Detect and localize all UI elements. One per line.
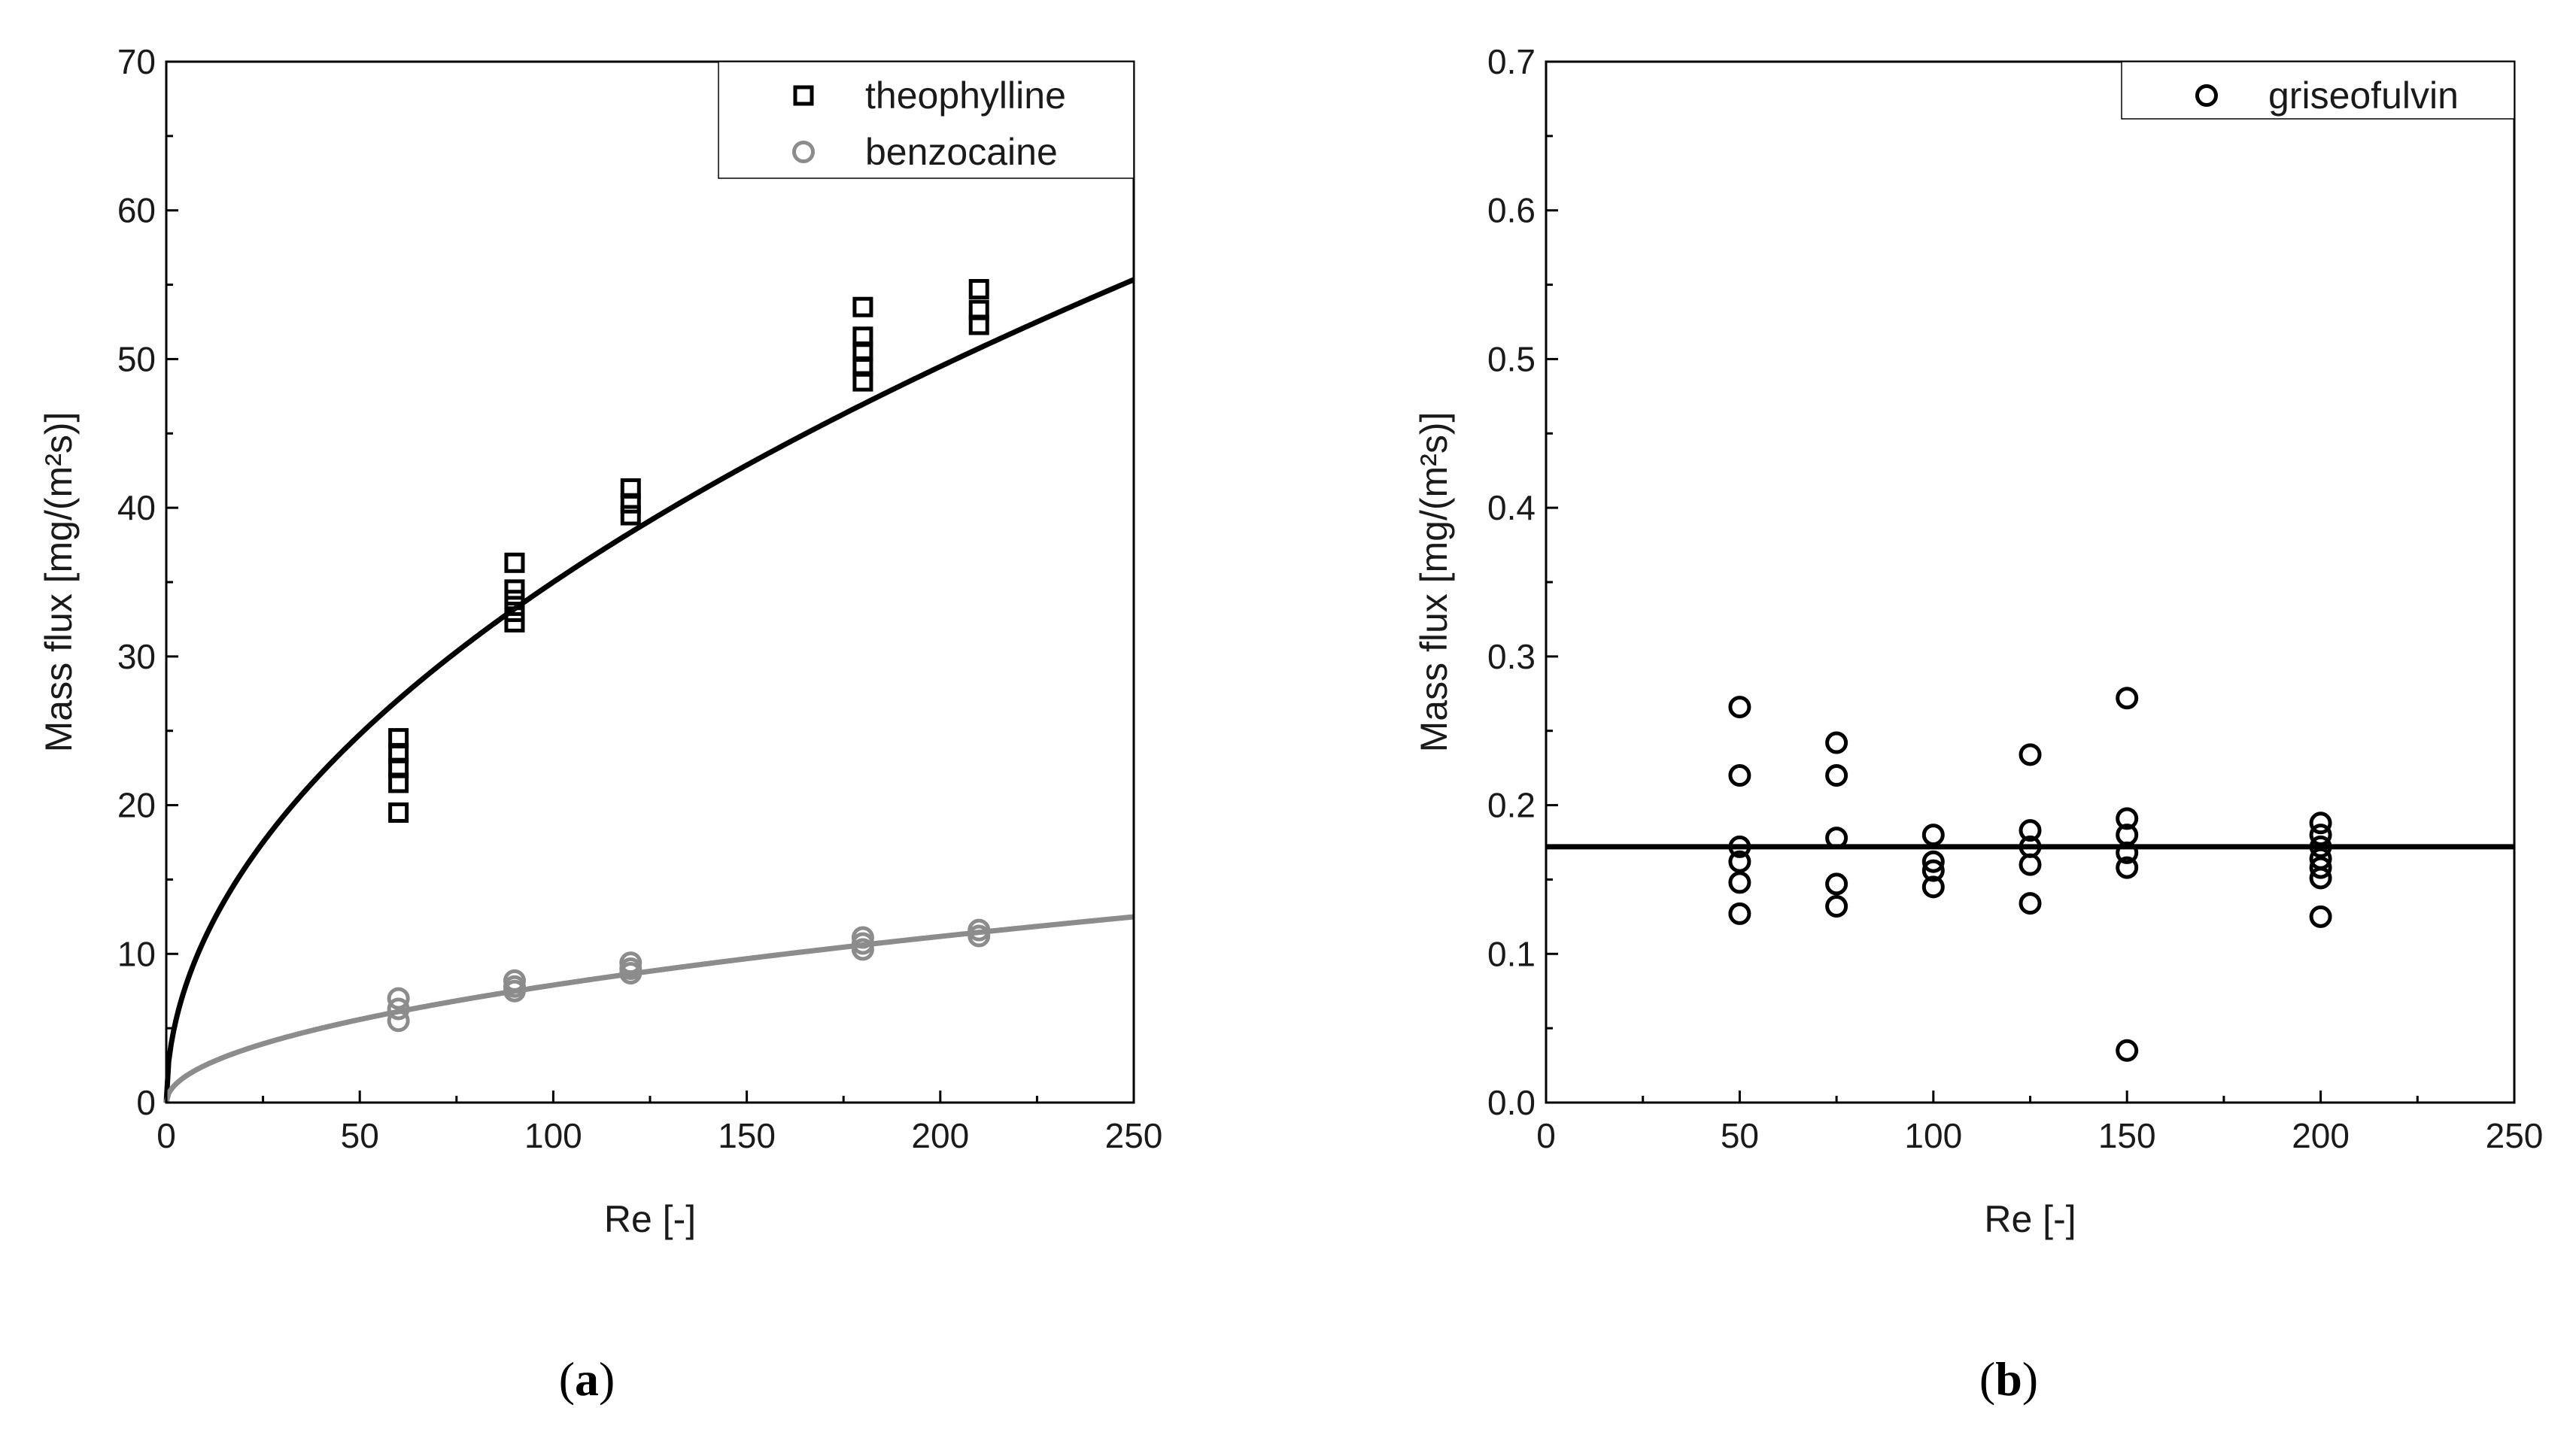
data-point-griseofulvin <box>1728 871 1751 894</box>
y-tick-label: 0.0 <box>1487 1083 1536 1122</box>
x-tick-label: 50 <box>1721 1116 1759 1155</box>
y-tick-label: 50 <box>117 339 156 378</box>
x-tick-label: 0 <box>1536 1116 1556 1155</box>
x-axis-title: Re [-] <box>1984 1198 2076 1240</box>
data-point-griseofulvin <box>2116 807 2139 830</box>
data-point-theophylline <box>388 802 409 823</box>
x-tick-label: 200 <box>911 1116 969 1155</box>
data-point-theophylline <box>504 552 525 573</box>
data-point-griseofulvin <box>2309 847 2332 870</box>
data-point-griseofulvin <box>2116 824 2139 847</box>
data-point-benzocaine <box>619 951 642 975</box>
y-tick-label: 0.4 <box>1487 488 1536 527</box>
data-point-benzocaine <box>387 1009 410 1033</box>
legend-marker-griseofulvin <box>2195 84 2218 107</box>
fit-line-theophylline <box>163 277 1135 1103</box>
legend-label-griseofulvin: griseofulvin <box>2268 74 2459 117</box>
data-point-griseofulvin <box>2116 856 2139 879</box>
panel-caption: (a) <box>559 1352 615 1406</box>
data-point-benzocaine <box>851 926 874 949</box>
panel-b: 0 50 100 150 200 250 0.0 0.1 0.2 0.3 0.4 0.5 0.6 0.7 R… <box>1413 42 2543 1406</box>
data-point-griseofulvin <box>2116 1039 2139 1062</box>
data-point-griseofulvin <box>1921 859 1945 882</box>
data-point-griseofulvin <box>1728 835 1751 858</box>
data-point-griseofulvin <box>2019 743 2042 766</box>
data-point-benzocaine <box>387 997 410 1021</box>
data-point-griseofulvin <box>1921 850 1945 873</box>
y-tick-label: 40 <box>117 488 156 527</box>
data-point-theophylline <box>968 299 989 320</box>
data-point-griseofulvin <box>1825 764 1848 787</box>
data-point-griseofulvin <box>1825 895 1848 918</box>
legend-marker-benzocaine <box>792 141 815 163</box>
y-tick-label: 30 <box>117 637 156 676</box>
legend-marker-theophylline <box>793 85 814 106</box>
y-tick-label: 0.1 <box>1487 934 1536 973</box>
y-tick-label: 10 <box>117 934 156 973</box>
plot-frame <box>1545 60 2516 1104</box>
data-point-theophylline <box>504 590 525 611</box>
y-axis-title: Mass flux [mg/(m²s)] <box>38 412 80 753</box>
x-tick-label: 100 <box>1904 1116 1962 1155</box>
data-point-theophylline <box>968 279 989 300</box>
legend-label-benzocaine: benzocaine <box>865 131 1058 173</box>
data-point-griseofulvin <box>1728 696 1751 719</box>
data-point-griseofulvin <box>2309 905 2332 928</box>
panel-a: 0 50 100 150 200 250 0 10 20 30 40 50 60 70 Re [-] Mass… <box>38 42 1162 1406</box>
data-point-griseofulvin <box>2309 856 2332 879</box>
data-point-griseofulvin <box>1728 850 1751 873</box>
data-point-theophylline <box>388 728 409 749</box>
data-point-benzocaine <box>387 987 410 1010</box>
y-tick-label: 60 <box>117 191 156 230</box>
panel-caption: (b) <box>1979 1352 2038 1406</box>
data-point-griseofulvin <box>1728 764 1751 787</box>
data-point-griseofulvin <box>2309 824 2332 847</box>
data-point-theophylline <box>504 579 525 600</box>
legend-label-theophylline: theophylline <box>865 74 1066 117</box>
x-tick-label: 0 <box>156 1116 176 1155</box>
plot-frame <box>165 60 1135 1104</box>
data-point-griseofulvin <box>2116 687 2139 710</box>
x-tick-label: 250 <box>2486 1116 2544 1155</box>
data-point-theophylline <box>852 326 873 347</box>
data-point-griseofulvin <box>2019 819 2042 842</box>
data-point-griseofulvin <box>1825 731 1848 754</box>
x-tick-label: 50 <box>341 1116 379 1155</box>
data-point-benzocaine <box>503 969 526 992</box>
data-point-theophylline <box>504 611 525 633</box>
data-point-benzocaine <box>968 918 991 942</box>
y-axis-title: Mass flux [mg/(m²s)] <box>1413 412 1455 753</box>
data-point-griseofulvin <box>2309 812 2332 835</box>
y-tick-label: 0.7 <box>1487 42 1536 81</box>
data-point-theophylline <box>620 478 641 499</box>
y-tick-label: 0.3 <box>1487 637 1536 676</box>
y-tick-label: 20 <box>117 786 156 825</box>
data-point-griseofulvin <box>1825 872 1848 896</box>
y-tick-label: 0 <box>136 1083 156 1122</box>
x-axis-title: Re [-] <box>604 1198 696 1240</box>
data-point-griseofulvin <box>1825 827 1848 850</box>
data-point-griseofulvin <box>1921 824 1945 847</box>
data-point-theophylline <box>852 296 873 317</box>
data-point-griseofulvin <box>1921 875 1945 899</box>
y-tick-label: 0.6 <box>1487 191 1536 230</box>
x-tick-label: 100 <box>524 1116 582 1155</box>
x-tick-label: 150 <box>718 1116 776 1155</box>
data-point-griseofulvin <box>2019 835 2042 858</box>
y-tick-label: 70 <box>117 42 156 81</box>
legend-box <box>2121 61 2515 120</box>
fit-line-benzocaine <box>163 914 1135 1103</box>
legend-box <box>718 61 1135 179</box>
data-point-theophylline <box>504 602 525 623</box>
x-tick-label: 150 <box>2098 1116 2156 1155</box>
y-tick-label: 0.5 <box>1487 339 1536 378</box>
data-point-griseofulvin <box>1728 902 1751 925</box>
x-tick-label: 250 <box>1105 1116 1163 1155</box>
data-point-griseofulvin <box>2309 835 2332 858</box>
data-point-griseofulvin <box>2019 892 2042 915</box>
x-tick-label: 200 <box>2292 1116 2350 1155</box>
data-point-theophylline <box>620 505 641 526</box>
y-tick-label: 0.2 <box>1487 786 1536 825</box>
